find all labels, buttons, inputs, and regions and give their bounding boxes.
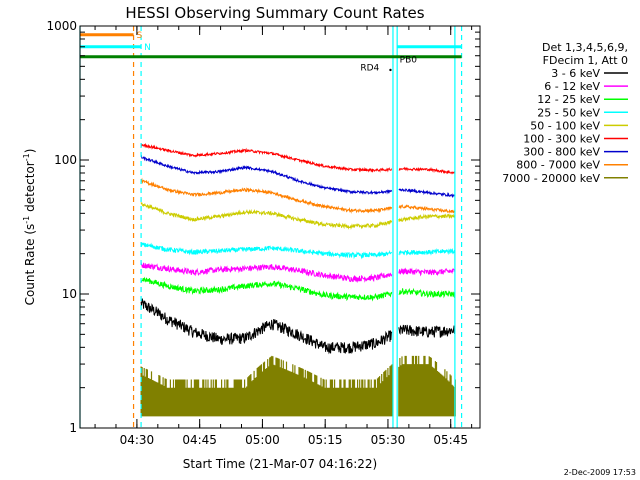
legend-label-0: 3 - 6 keV	[551, 67, 600, 80]
legend-label-3: 25 - 50 keV	[537, 106, 600, 119]
series-line-6-seg-0	[140, 154, 393, 196]
series-line-6-seg-1	[398, 188, 456, 199]
x-axis-label: Start Time (21-Mar-07 04:16:22)	[183, 457, 377, 471]
series-line-2-seg-0	[141, 276, 393, 302]
x-tick-label: 04:45	[182, 433, 217, 447]
legend-label-5: 100 - 300 keV	[523, 133, 600, 146]
chart-title: HESSI Observing Summary Count Rates	[125, 4, 424, 22]
flag-label: S	[137, 31, 143, 41]
series-line-2-seg-1	[398, 287, 456, 299]
series-line-5-seg-0	[140, 142, 393, 173]
x-tick-label: 05:00	[245, 433, 280, 447]
y-tick-label: 100	[54, 153, 77, 167]
legend-header-1: Det 1,3,4,5,6,9,	[542, 41, 628, 54]
legend-label-7: 800 - 7000 keV	[516, 159, 600, 172]
y-tick-label: 1	[69, 421, 77, 435]
series-line-1-seg-0	[140, 262, 393, 284]
x-tick-label: 05:30	[371, 433, 406, 447]
x-tick-label: 04:30	[120, 433, 155, 447]
y-tick-label: 10	[62, 287, 77, 301]
legend-label-1: 6 - 12 keV	[544, 80, 600, 93]
series-line-4-seg-1	[398, 213, 456, 222]
marker-layer: SN PB0 RD4	[79, 26, 463, 428]
series-line-7-seg-0	[140, 177, 393, 214]
annotation-dot	[389, 68, 392, 72]
series-line-8	[140, 355, 456, 417]
plot-frame	[79, 25, 481, 429]
series-line-1-seg-1	[398, 267, 456, 277]
y-axis-ticks: 1 10 100 1000	[46, 19, 480, 435]
series-line-3-seg-1	[398, 247, 456, 256]
flag-label: N	[144, 43, 151, 53]
series-line-7-seg-1	[398, 204, 456, 214]
y-axis-label: Count Rate (s-1 detector-1)	[22, 149, 37, 306]
legend: Det 1,3,4,5,6,9, FDecim 1, Att 0 3 - 6 k…	[502, 41, 628, 185]
series-line-4-seg-0	[140, 202, 393, 230]
legend-label-8: 7000 - 20000 keV	[502, 172, 600, 185]
series-layer	[140, 142, 456, 417]
x-tick-label: 05:15	[308, 433, 343, 447]
series-line-0-seg-0	[140, 298, 393, 355]
legend-label-4: 50 - 100 keV	[530, 119, 600, 132]
x-axis-ticks: 04:30 04:45 05:00 05:15 05:30 05:45	[94, 26, 473, 447]
annotation-label: RD4	[360, 64, 379, 74]
legend-header-2: FDecim 1, Att 0	[543, 54, 628, 67]
y-tick-label: 1000	[46, 19, 77, 33]
legend-label-2: 12 - 25 keV	[537, 93, 600, 106]
legend-label-6: 300 - 800 keV	[523, 146, 600, 159]
annotation-label: PB0	[400, 56, 418, 66]
series-line-0-seg-1	[398, 324, 456, 338]
x-tick-label: 05:45	[433, 433, 468, 447]
series-line-3-seg-0	[140, 242, 393, 260]
series-line-5-seg-1	[398, 166, 456, 175]
timestamp: 2-Dec-2009 17:53	[564, 468, 636, 477]
